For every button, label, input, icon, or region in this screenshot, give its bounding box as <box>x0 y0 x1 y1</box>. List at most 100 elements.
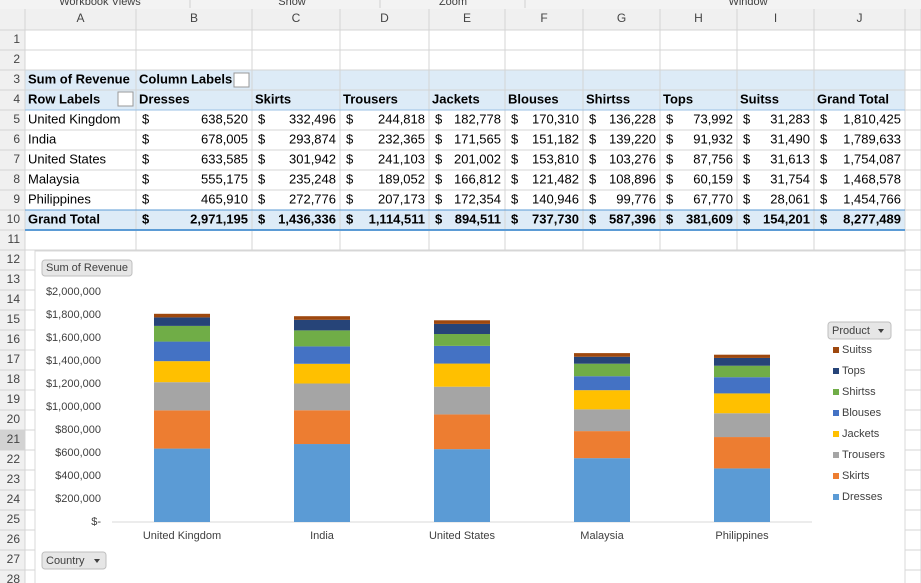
row-header: 8 <box>13 172 20 186</box>
pivot-row-label: Grand Total <box>28 211 100 226</box>
cell-currency: $ <box>511 131 519 146</box>
legend-button[interactable] <box>827 321 892 340</box>
pivot-row-label: Philippines <box>28 191 91 206</box>
bar-segment <box>574 376 630 391</box>
cell-currency: $ <box>743 211 751 226</box>
filter-button[interactable] <box>117 91 134 107</box>
pivot-col-header: Dresses <box>139 91 190 106</box>
column-header: H <box>694 11 703 25</box>
row-header-bar <box>0 9 25 583</box>
legend-swatch <box>833 473 839 479</box>
field-button-label: Country <box>46 555 85 567</box>
row-header: 25 <box>7 512 21 526</box>
bar-segment <box>434 363 490 387</box>
cell-amount: 189,052 <box>378 171 425 186</box>
bar-segment <box>714 437 770 469</box>
bar-segment <box>434 414 490 450</box>
cell-amount: 154,201 <box>763 211 810 226</box>
legend-swatch <box>833 389 839 395</box>
row-header: 28 <box>7 572 21 583</box>
cell-currency: $ <box>666 151 674 166</box>
cell-amount: 67,770 <box>693 191 733 206</box>
cell-amount: 31,613 <box>770 151 810 166</box>
cell-currency: $ <box>589 111 597 126</box>
y-tick-label: $1,600,000 <box>46 332 101 344</box>
row-header: 10 <box>7 212 21 226</box>
cell-currency: $ <box>820 171 828 186</box>
row-header: 23 <box>7 472 21 486</box>
cell-currency: $ <box>258 131 266 146</box>
ribbon-group-label: Window <box>728 0 767 8</box>
bar-segment <box>294 330 350 347</box>
ribbon-group-label: Zoom <box>439 0 467 8</box>
bar-segment <box>294 316 350 320</box>
bar-segment <box>154 341 210 362</box>
row-header: 13 <box>7 272 21 286</box>
pivot-col-header: Grand Total <box>817 91 889 106</box>
cell-amount: 465,910 <box>201 191 248 206</box>
bar-segment <box>434 345 490 364</box>
cell-amount: 301,942 <box>289 151 336 166</box>
cell-currency: $ <box>589 191 597 206</box>
cell-amount: 166,812 <box>454 171 501 186</box>
legend-label: Jackets <box>842 428 880 440</box>
cell-amount: 139,220 <box>609 131 656 146</box>
pivot-corner: Sum of Revenue <box>28 71 130 86</box>
cell-currency: $ <box>589 211 597 226</box>
dropdown-arrow <box>94 559 100 563</box>
cell-currency: $ <box>142 211 150 226</box>
cell-amount: 153,810 <box>532 151 579 166</box>
bar-segment <box>714 365 770 378</box>
field-button[interactable] <box>41 551 107 570</box>
row-header: 4 <box>13 92 20 106</box>
cell-amount: 31,490 <box>770 131 810 146</box>
bar-segment <box>154 448 210 522</box>
field-button[interactable] <box>41 259 133 277</box>
bar-segment <box>574 458 630 522</box>
cell-amount: 201,002 <box>454 151 501 166</box>
pivot-row-label: India <box>28 131 57 146</box>
bar-segment <box>154 313 210 318</box>
row-header: 2 <box>13 52 20 66</box>
legend-label: Blouses <box>842 407 882 419</box>
legend-label: Tops <box>842 365 866 377</box>
cell-currency: $ <box>511 211 519 226</box>
row-header: 6 <box>13 132 20 146</box>
bar-segment <box>154 361 210 383</box>
row-header: 15 <box>7 312 21 326</box>
row-header: 26 <box>7 532 21 546</box>
row-header: 19 <box>7 392 21 406</box>
row-header: 21 <box>7 432 21 446</box>
cell-currency: $ <box>346 191 354 206</box>
bar-segment <box>574 431 630 459</box>
legend-swatch <box>833 494 839 500</box>
cell-currency: $ <box>820 151 828 166</box>
dropdown-arrow <box>878 329 884 333</box>
pivot-col-header: Skirts <box>255 91 291 106</box>
cell-amount: 1,810,425 <box>843 111 901 126</box>
bar-segment <box>714 393 770 414</box>
ribbon-group-label: Show <box>278 0 306 8</box>
y-tick-label: $2,000,000 <box>46 286 101 298</box>
legend-swatch <box>833 410 839 416</box>
cell-currency: $ <box>511 151 519 166</box>
cell-amount: 87,756 <box>693 151 733 166</box>
legend-label: Shirtss <box>842 386 876 398</box>
cell-amount: 170,310 <box>532 111 579 126</box>
legend-label: Trousers <box>842 449 885 461</box>
x-tick-label: Malaysia <box>580 530 624 542</box>
cell-amount: 207,173 <box>378 191 425 206</box>
ribbon-strip <box>0 0 921 9</box>
field-button-label: Sum of Revenue <box>46 262 128 274</box>
filter-button[interactable] <box>233 72 250 88</box>
bar-segment <box>294 410 350 445</box>
cell-amount: 108,896 <box>609 171 656 186</box>
legend-swatch <box>833 452 839 458</box>
pivot-row-labels: Row Labels <box>28 91 100 106</box>
y-tick-label: $400,000 <box>55 470 101 482</box>
cell-amount: 381,609 <box>686 211 733 226</box>
cell-currency: $ <box>435 131 443 146</box>
bar-segment <box>434 449 490 522</box>
cell-currency: $ <box>820 111 828 126</box>
cell-amount: 1,454,766 <box>843 191 901 206</box>
